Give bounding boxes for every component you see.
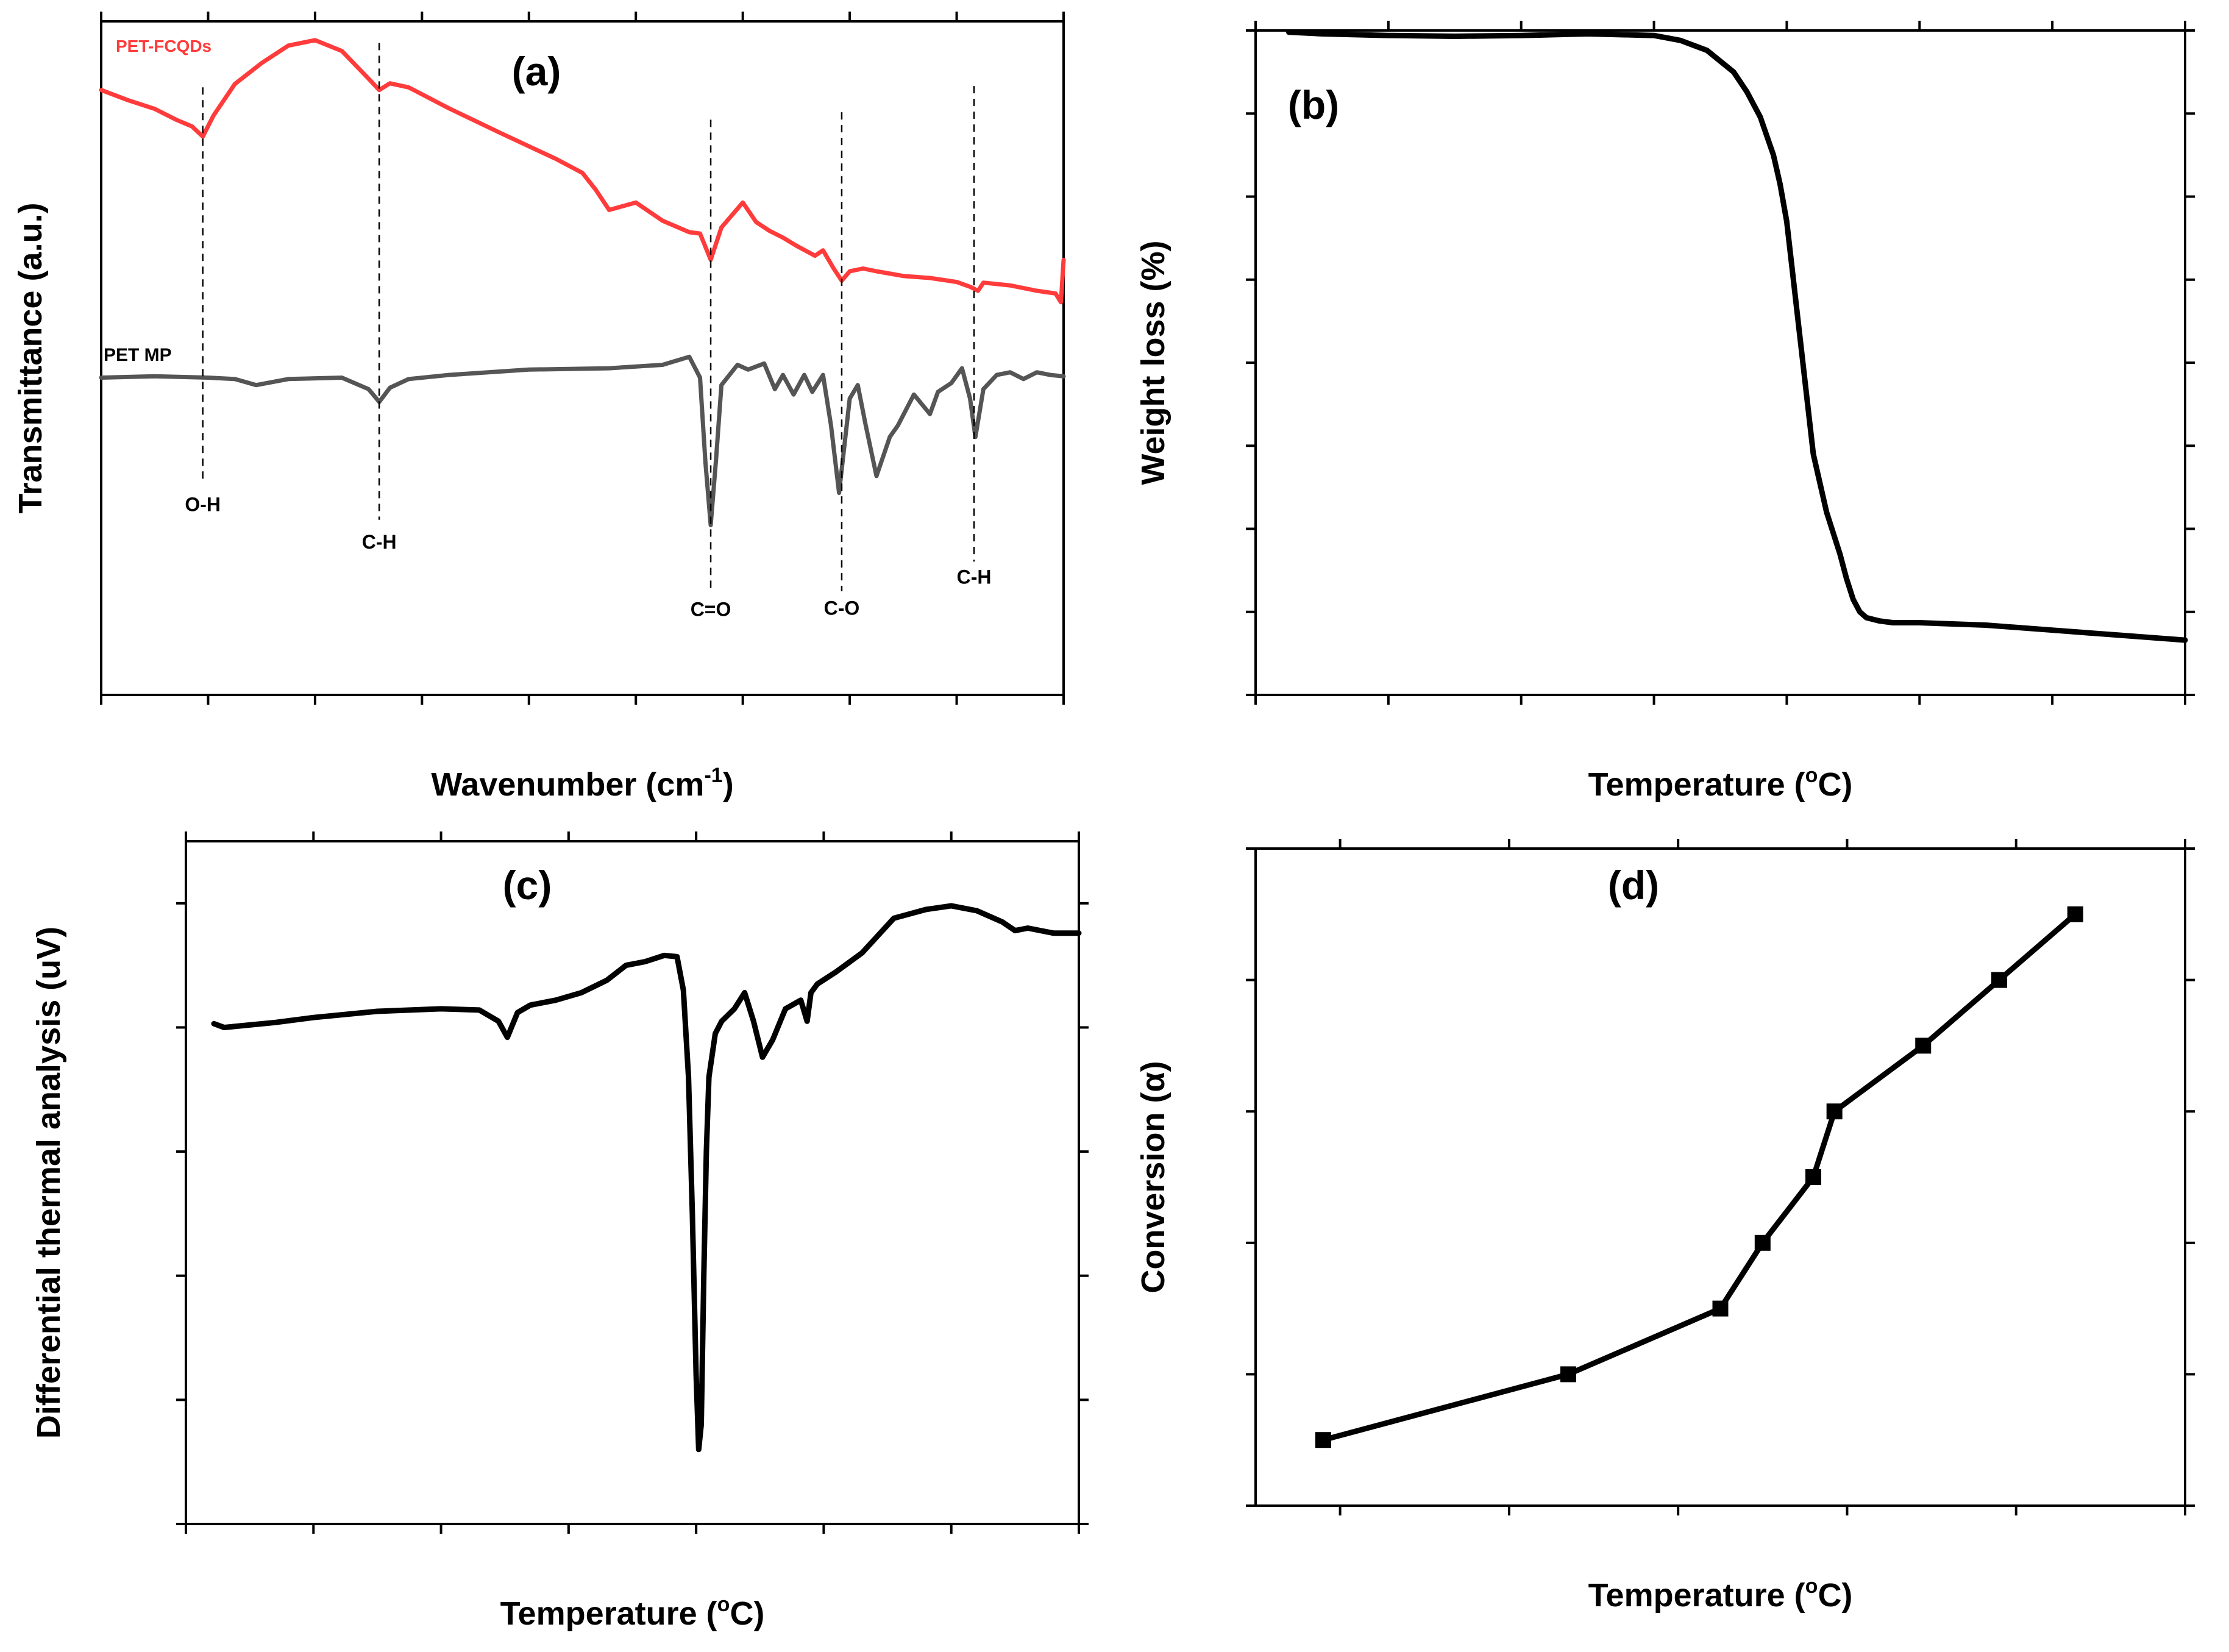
- data-point: [2067, 906, 2083, 922]
- data-point: [1805, 1169, 1821, 1185]
- x-axis-title-text: Temperature (: [1588, 766, 1805, 803]
- x-axis-title: Temperature (oC): [1588, 1575, 1853, 1614]
- panel-label: (d): [1608, 863, 1659, 908]
- x-axis-title-text: Temperature (: [1588, 1577, 1805, 1614]
- plot-frame: [1254, 847, 2186, 1507]
- y-axis-title: Transmittance (a.u.): [12, 202, 49, 513]
- x-axis-title-text: Wavenumber (cm: [431, 766, 704, 803]
- data-point: [1826, 1103, 1843, 1120]
- series-line-1: [99, 354, 1066, 527]
- x-axis-title-text: Temperature (: [500, 1595, 717, 1632]
- plot-frame: [100, 20, 1065, 696]
- x-axis-title-sup: o: [1805, 1575, 1818, 1598]
- data-point: [1315, 1432, 1331, 1448]
- x-axis-title-end: ): [723, 766, 734, 803]
- panel-label: (b): [1288, 82, 1339, 127]
- series-label-pet-fcqds: PET-FCQDs: [116, 37, 212, 55]
- x-axis-title-sup: o: [717, 1593, 730, 1616]
- data-point: [1754, 1234, 1771, 1251]
- band-label: C=O: [691, 599, 731, 621]
- data-point: [1991, 972, 2007, 988]
- x-axis-title: Temperature (oC): [500, 1593, 765, 1632]
- panel-b-tga: Temperature (oC) Weight loss (%) (b): [1135, 21, 2195, 803]
- x-axis-title-sup: o: [1805, 764, 1818, 787]
- series-line-0: [1320, 911, 2078, 1443]
- data-point: [1560, 1366, 1576, 1383]
- plot-frame: [1254, 29, 2186, 696]
- y-axis-title: Conversion (α): [1135, 1061, 1171, 1293]
- x-axis-title: Wavenumber (cm-1): [431, 764, 733, 803]
- panel-d-conversion: Temperature (oC) Conversion (α) (d): [1135, 839, 2195, 1614]
- series-line-0: [211, 903, 1082, 1453]
- panel-c-dta: Temperature (oC) Differential thermal ana…: [30, 831, 1089, 1632]
- x-axis-title-end: C): [1818, 1577, 1852, 1614]
- x-axis-title-sup: -1: [704, 764, 722, 787]
- series-line-0: [1286, 29, 2188, 643]
- data-point: [1712, 1300, 1729, 1317]
- y-axis-title: Weight loss (%): [1135, 240, 1171, 485]
- series-line-0: [99, 38, 1066, 305]
- panel-label: (a): [512, 49, 561, 94]
- x-axis-title-end: C): [730, 1595, 764, 1632]
- plot-frame: [185, 840, 1080, 1525]
- x-axis-title-end: C): [1818, 766, 1852, 803]
- series-label-pet-mp: PET MP: [104, 345, 172, 365]
- band-label: C-H: [957, 566, 992, 588]
- panel-a-ftir: Wavenumber (cm-1) Transmittance (a.u.) (a)…: [12, 12, 1066, 803]
- y-axis-title: Differential thermal analysis (uV): [30, 927, 67, 1439]
- band-label: O-H: [185, 493, 221, 515]
- data-point: [1915, 1038, 1932, 1054]
- panel-label: (c): [503, 863, 552, 908]
- band-label: C-H: [362, 531, 397, 553]
- x-axis-title: Temperature (oC): [1588, 764, 1853, 803]
- band-label: C-O: [824, 597, 860, 619]
